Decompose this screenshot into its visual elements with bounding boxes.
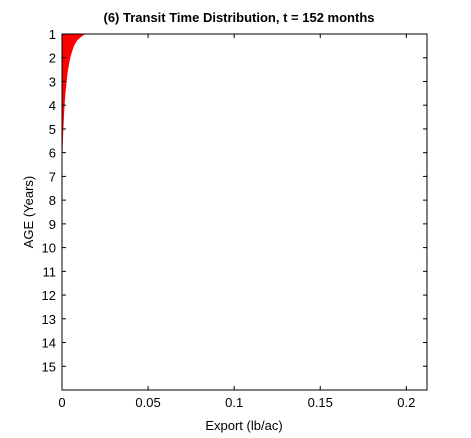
x-axis-label: Export (lb/ac) [205,418,282,433]
y-axis-label: AGE (Years) [21,176,36,249]
y-tick-label: 14 [42,336,56,351]
y-tick-label: 11 [43,264,57,279]
y-tick-label: 8 [49,193,56,208]
plot-area [62,34,427,390]
x-tick-label: 0.15 [308,395,333,410]
y-tick-label: 7 [49,169,56,184]
y-tick-label: 2 [49,51,56,66]
x-tick-label: 0.1 [225,395,243,410]
y-tick-label: 15 [42,359,56,374]
y-tick-label: 1 [49,27,56,42]
plot-frame [61,33,428,391]
x-tick-label: 0 [58,395,65,410]
area-layer [62,34,86,160]
y-tick-label: 13 [42,312,56,327]
y-tick-label: 10 [42,241,56,256]
x-tick-label: 0.05 [135,395,160,410]
y-tick-label: 6 [49,146,56,161]
y-tick-label: 5 [49,122,56,137]
ticks-layer [61,33,427,390]
y-tick-label: 3 [49,74,56,89]
x-tick-label: 0.2 [397,395,415,410]
y-tick-label: 4 [49,98,56,113]
y-tick-label: 12 [42,288,56,303]
series-area-0 [62,34,86,160]
chart-title: (6) Transit Time Distribution, t = 152 m… [103,10,374,25]
y-tick-label: 9 [49,217,56,232]
